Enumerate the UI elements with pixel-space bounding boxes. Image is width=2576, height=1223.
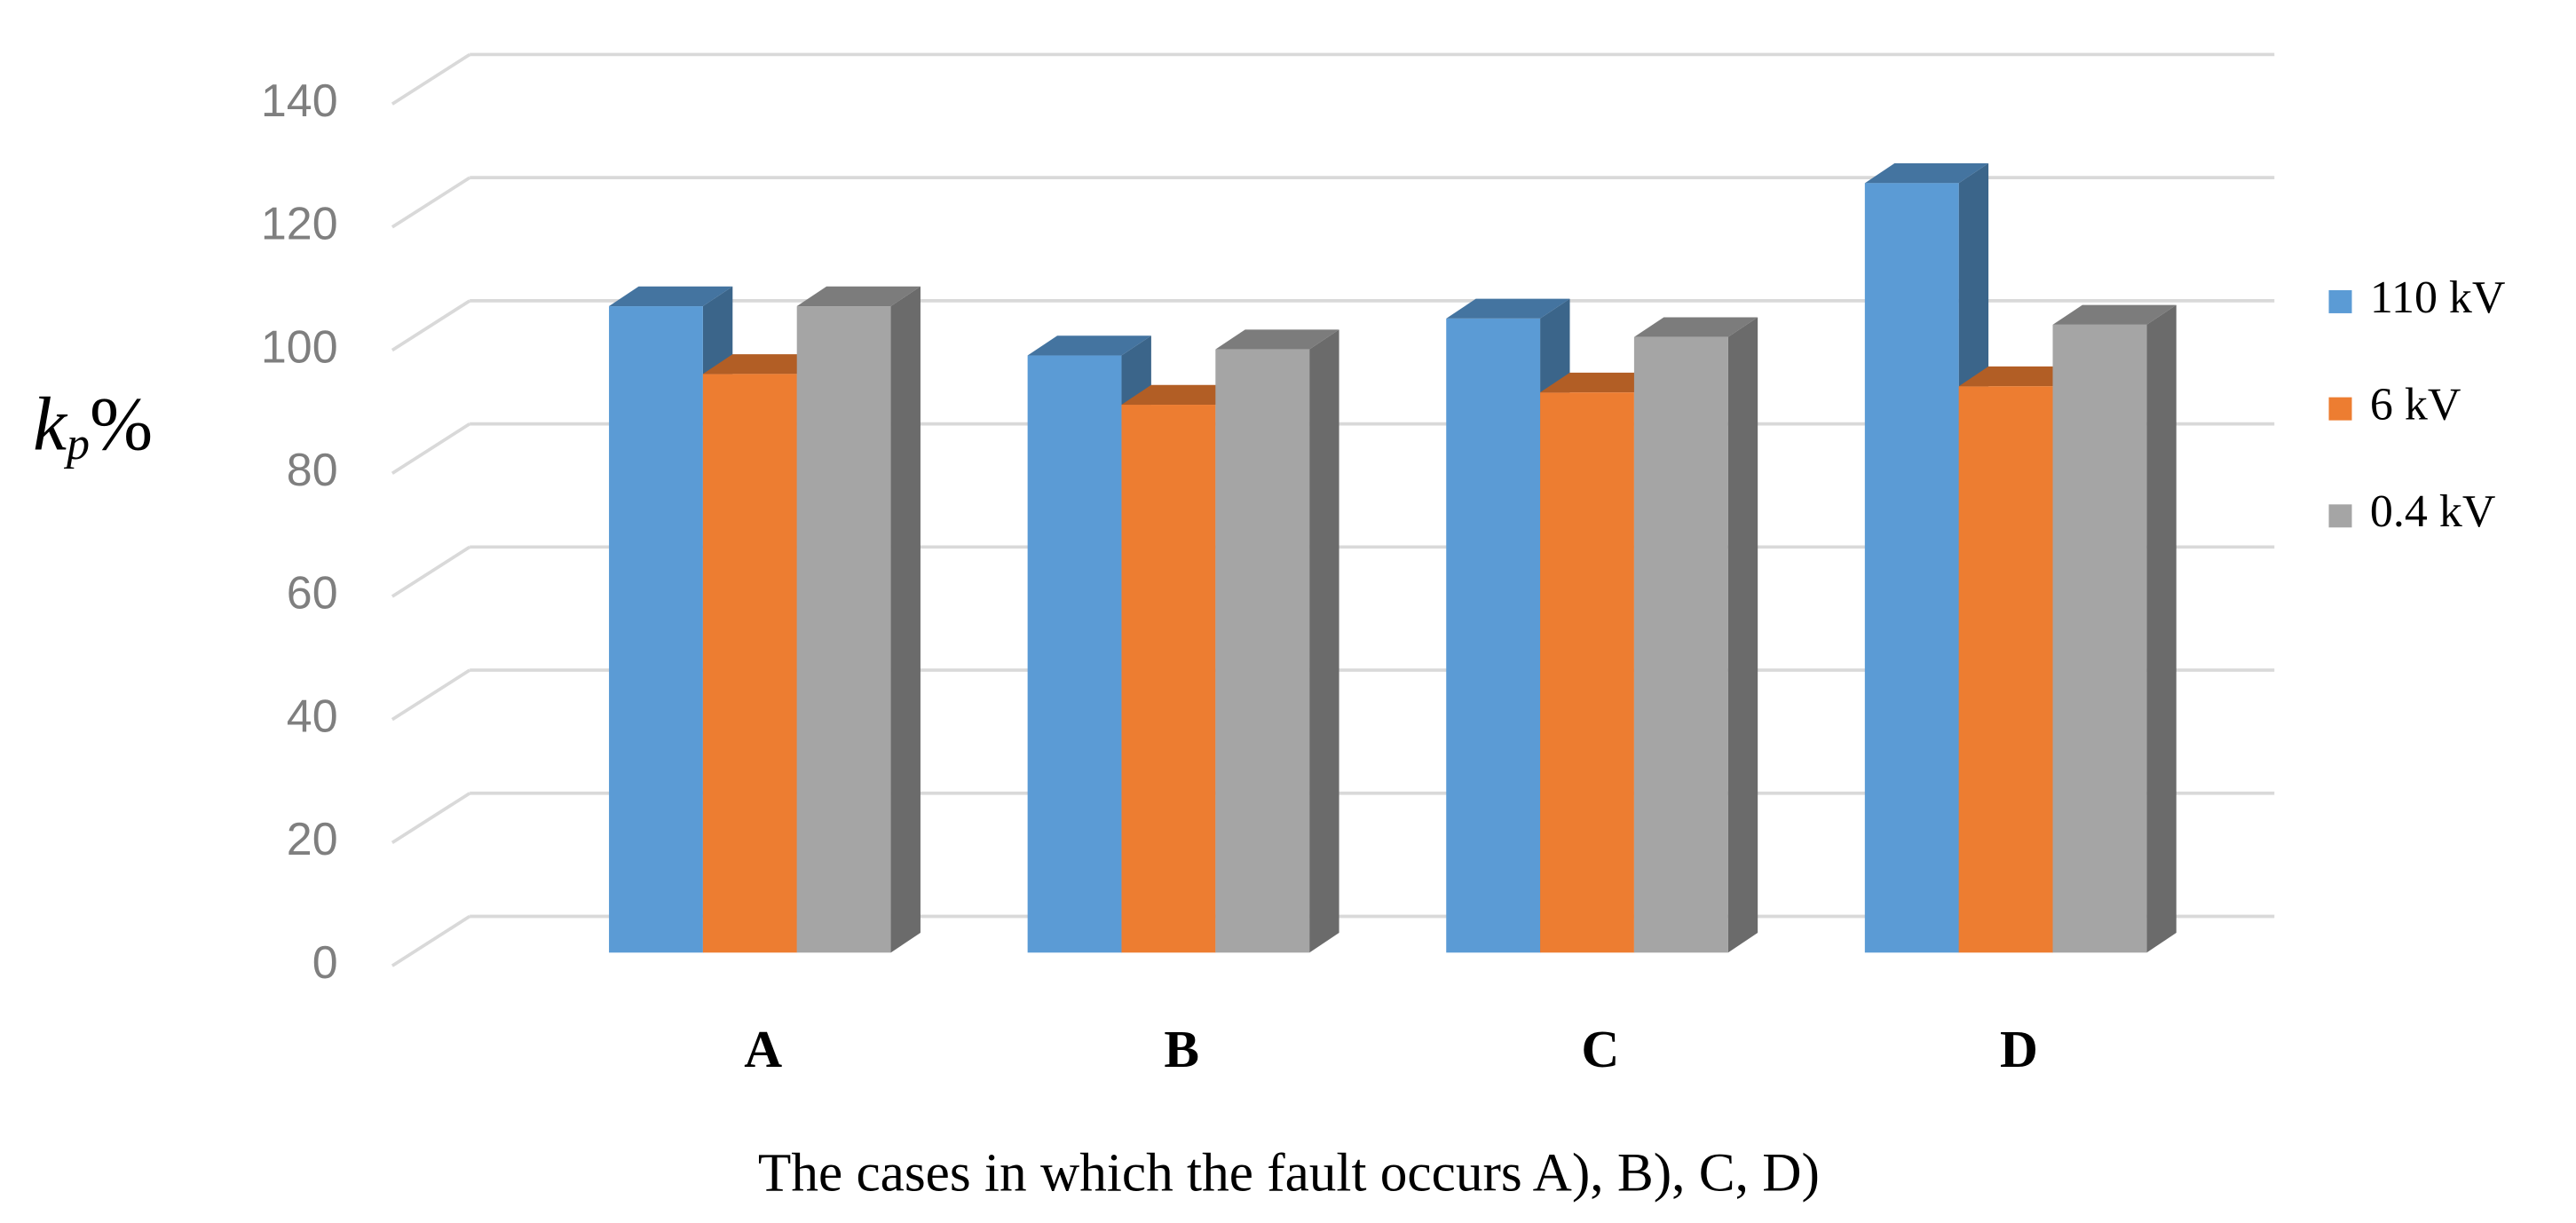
grid-line-floor [391,668,471,722]
y-label-unit: % [90,383,153,466]
x-tick-label: D [2000,1020,2038,1078]
y-tick-label: 140 [261,75,338,127]
bar [1121,405,1216,953]
bar [609,306,703,953]
x-tick-label: C [1581,1020,1619,1078]
bar [702,374,797,953]
bar-side [1727,317,1758,953]
grid-line-floor [391,422,471,475]
legend-label: 110 kV [2370,272,2506,323]
y-tick-label: 120 [261,199,338,250]
bar-top [1633,317,1758,337]
grid-line-floor [391,52,471,106]
grid-line-floor [391,914,471,967]
bar [1446,318,1541,953]
bar-top [796,286,921,307]
bar-top [1027,335,1151,356]
bar-top [1540,372,1664,393]
bar-top [1121,384,1245,406]
bar-top [1446,298,1570,319]
y-axis-label: kp% [33,383,153,469]
legend-label: 6 kV [2370,380,2461,430]
grid-line-floor [391,792,471,845]
y-tick-label: 100 [261,321,338,373]
bar [1958,386,2053,953]
bar-top [702,354,827,375]
grid-line-floor [391,299,471,352]
bar-top [1864,163,1989,184]
bar-top [2052,304,2177,325]
y-tick-label: 0 [312,937,338,989]
bar [1215,349,1310,953]
y-tick-label: 80 [287,445,338,496]
legend-swatch [2328,289,2352,313]
bar [1540,392,1634,953]
legend-label: 0.4 kV [2370,486,2495,537]
y-label-symbol: k [33,383,68,466]
bar [2052,324,2147,953]
legend-swatch [2328,397,2352,421]
x-tick-label: B [1164,1020,1199,1078]
bar-side [2146,304,2177,953]
y-label-subscript: p [63,419,90,469]
bar-side [890,286,921,953]
bar-top [1215,329,1339,350]
bar [1864,183,1959,953]
bar [1027,355,1122,953]
y-tick-label: 60 [287,568,338,619]
y-tick-label: 20 [287,814,338,865]
grid-line-floor [391,545,471,598]
bar-top [609,286,733,307]
bar-top [1958,366,2082,387]
grid-line-floor [391,176,471,229]
legend-swatch [2328,504,2352,528]
bar-side [1309,329,1339,953]
x-axis-label: The cases in which the fault occurs A), … [758,1143,1820,1203]
bar [1633,336,1728,953]
bar [796,306,891,953]
y-tick-label: 40 [287,690,338,742]
x-tick-label: A [744,1020,782,1078]
